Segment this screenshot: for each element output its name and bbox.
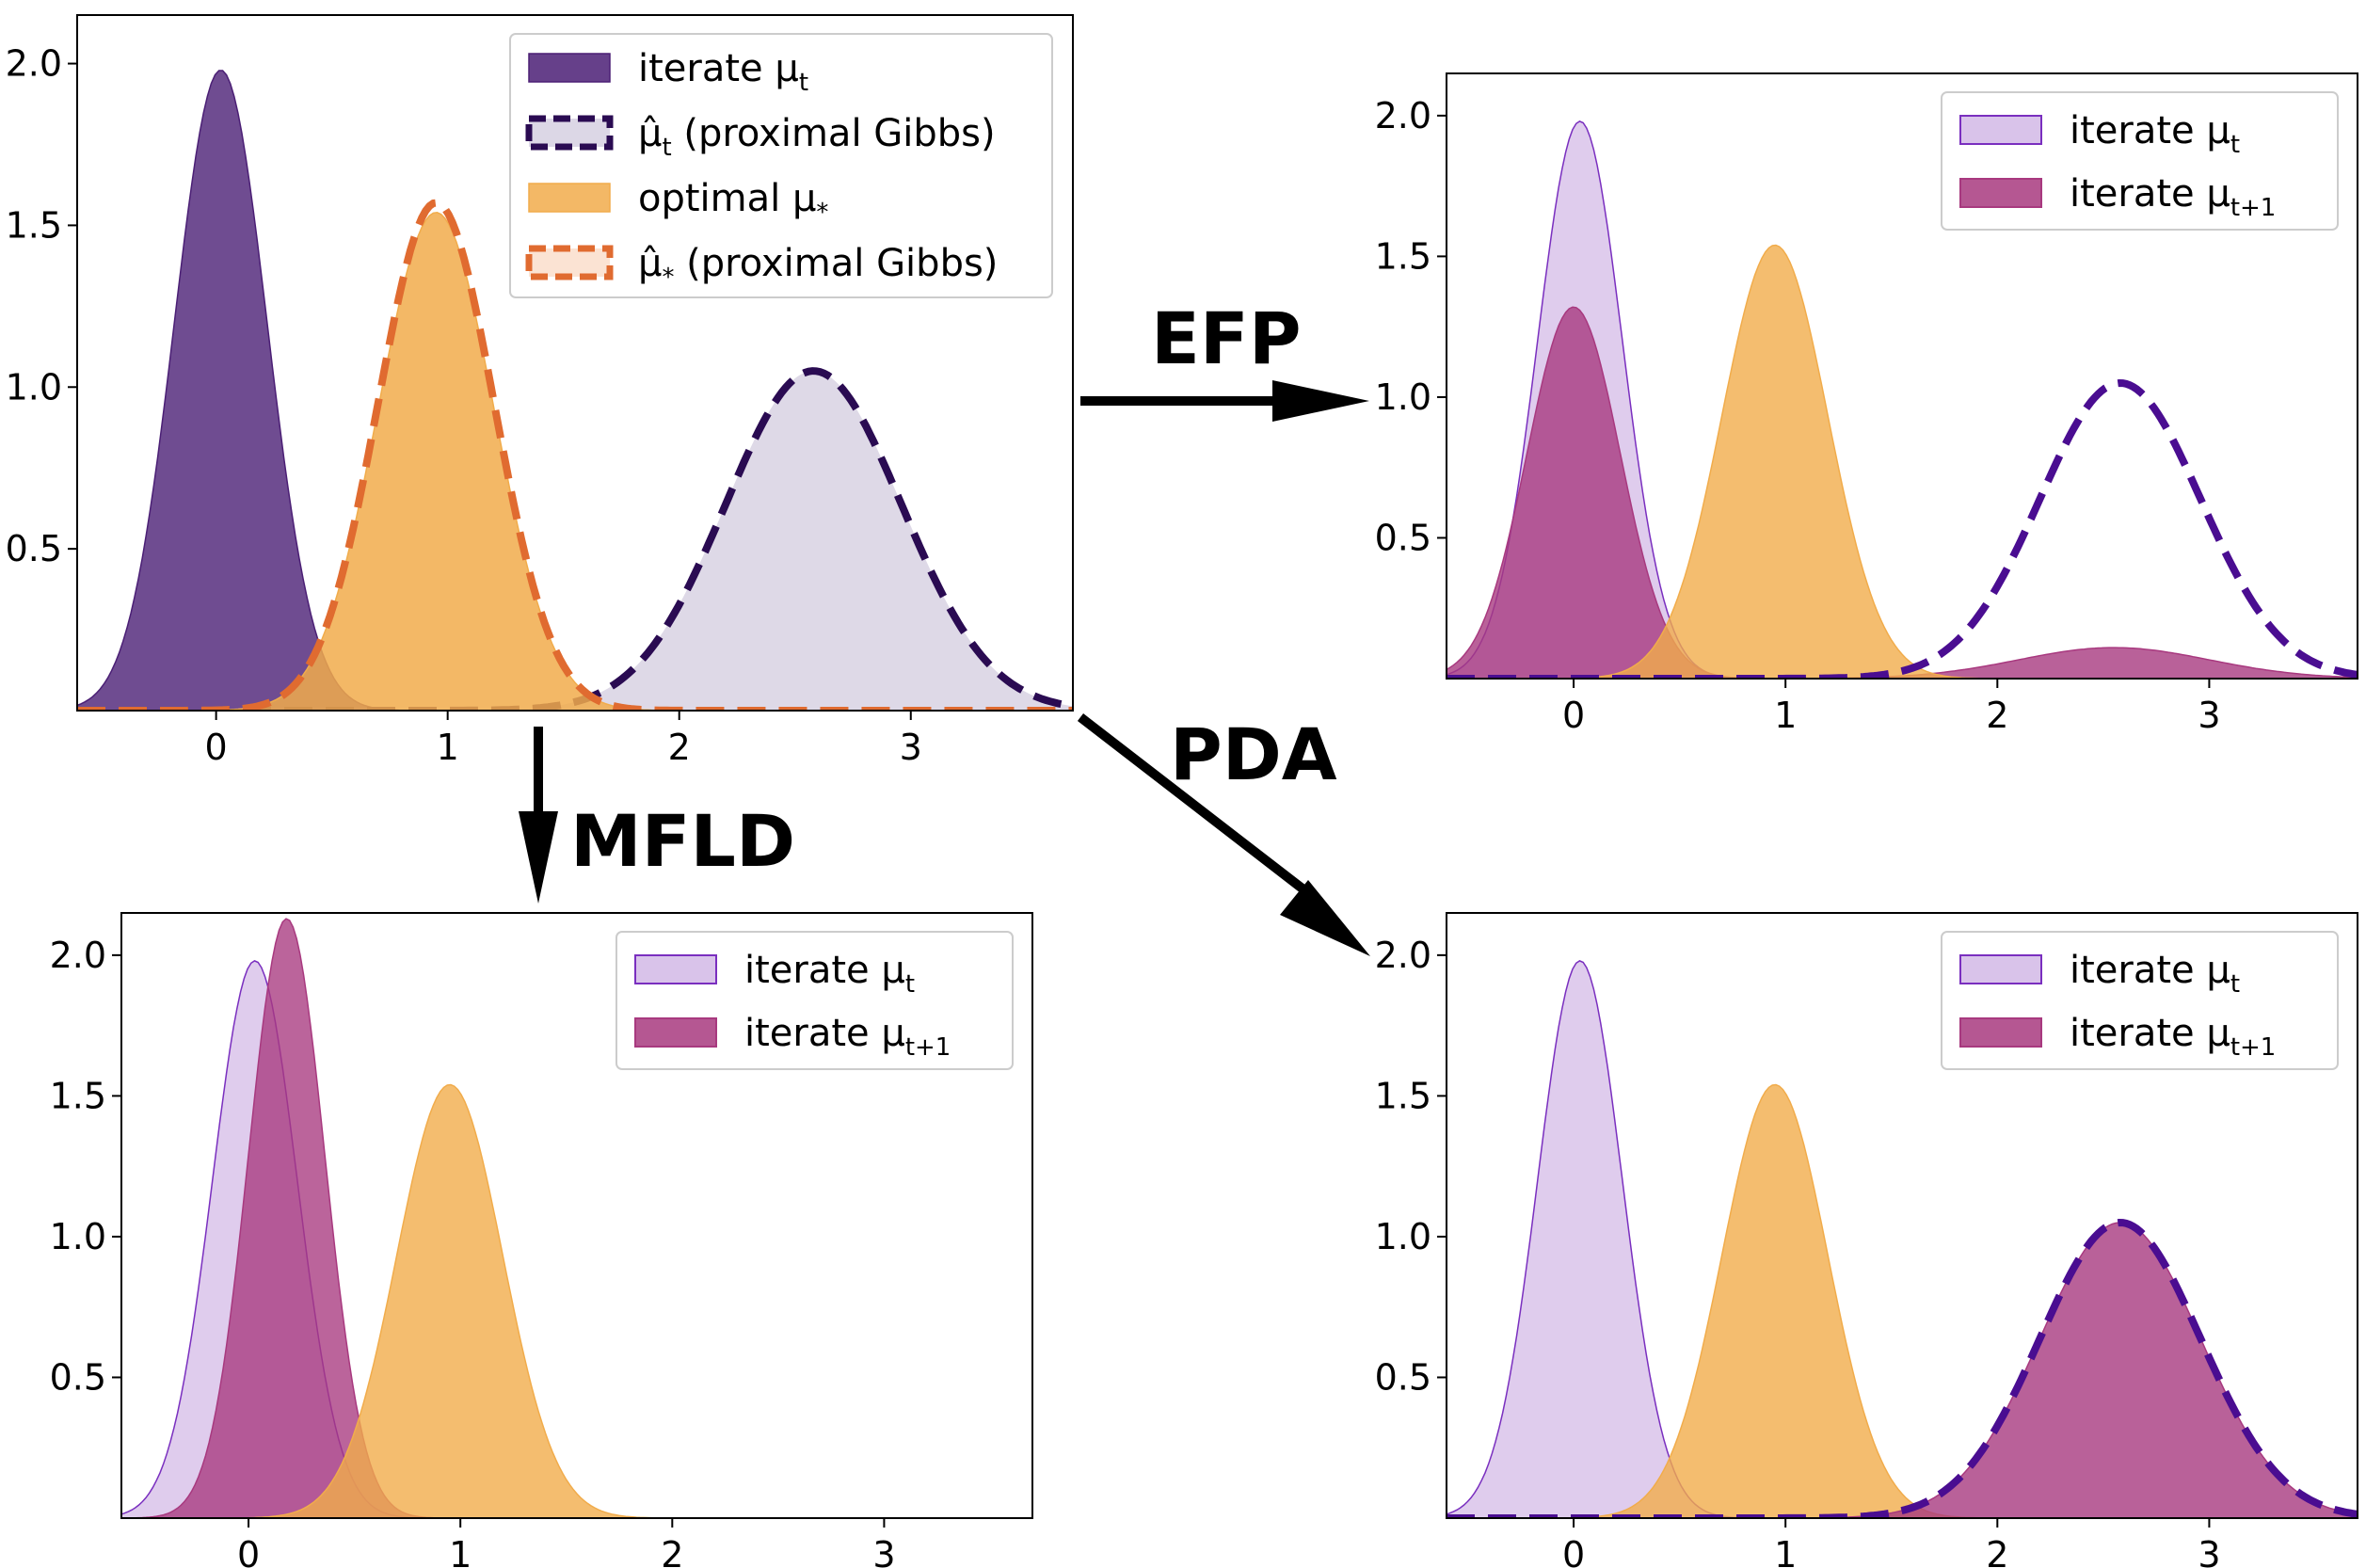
plot-frame — [76, 14, 1074, 712]
series-area-3 — [121, 1083, 1032, 1518]
legend-label: optimal μ* — [638, 177, 828, 227]
x-tick-label: 2 — [661, 1534, 683, 1568]
legend-swatch — [528, 183, 611, 213]
x-tick-label: 3 — [2198, 1534, 2220, 1568]
series-dashed-line-4 — [1447, 378, 2358, 679]
y-tick-label: 2.0 — [50, 935, 106, 976]
y-tick-label: 2.0 — [1375, 935, 1431, 976]
series-area-1 — [1447, 960, 2358, 1518]
legend-swatch — [525, 245, 614, 280]
series-area-1 — [77, 70, 1073, 711]
legend-label: iterate μt+1 — [2070, 1012, 2276, 1062]
y-tick-label: 1.0 — [1375, 1216, 1431, 1257]
series-area-2 — [1447, 306, 2358, 679]
x-tick-label: 1 — [1774, 1534, 1797, 1568]
y-tick-label: 1.5 — [6, 204, 62, 246]
x-tick-label: 0 — [1562, 1534, 1585, 1568]
x-tick-label: 3 — [872, 1534, 895, 1568]
legend-swatch — [528, 53, 611, 83]
legend-swatch — [1959, 954, 2042, 984]
efp-label: EFP — [1151, 296, 1302, 380]
legend-box — [509, 33, 1053, 298]
legend-label: iterate μt — [2070, 949, 2240, 999]
x-tick-label: 0 — [1562, 695, 1585, 736]
legend-label: iterate μt — [744, 949, 915, 999]
x-tick-label: 2 — [1986, 695, 2008, 736]
y-tick-label: 0.5 — [1375, 517, 1431, 558]
mfld-label: MFLD — [570, 799, 795, 883]
plot-frame — [1446, 912, 2358, 1519]
x-tick-label: 1 — [1774, 695, 1797, 736]
legend-swatch — [1959, 115, 2042, 145]
series-area-2 — [121, 918, 1032, 1518]
pda-arrow — [1077, 713, 1370, 956]
legend-swatch — [634, 1017, 717, 1048]
legend-label: iterate μt — [638, 47, 808, 97]
x-tick-label: 0 — [237, 1534, 260, 1568]
x-tick-label: 1 — [449, 1534, 472, 1568]
x-tick-label: 2 — [1986, 1534, 2008, 1568]
panel-bottom-right: 0 1 2 3 0.5 1.0 1.5 2.0 iterate μt iterate μt+1 — [1375, 912, 2358, 1568]
y-tick-label: 0.5 — [6, 528, 62, 569]
y-tick-label: 1.5 — [1375, 1075, 1431, 1116]
panel-top-left: 0 1 2 3 0.5 1.0 1.5 2.0 iterate μt μ̂t (proximal … — [6, 14, 1074, 768]
legend-label: μ̂t (proximal Gibbs) — [638, 112, 996, 162]
x-tick-label: 1 — [437, 727, 459, 768]
y-tick-label: 1.0 — [6, 366, 62, 408]
y-tick-label: 1.0 — [50, 1216, 106, 1257]
x-tick-label: 3 — [2198, 695, 2220, 736]
legend-label: iterate μt — [2070, 109, 2240, 159]
y-tick-label: 1.0 — [1375, 376, 1431, 418]
series-dashed-line-4 — [1447, 1218, 2358, 1518]
x-tick-label: 0 — [205, 727, 228, 768]
y-tick-label: 0.5 — [50, 1356, 106, 1398]
pda-label: PDA — [1170, 712, 1337, 796]
legend-label: μ̂* (proximal Gibbs) — [638, 242, 998, 292]
x-tick-label: 2 — [668, 727, 691, 768]
y-tick-label: 0.5 — [1375, 1356, 1431, 1398]
efp-arrow — [1080, 380, 1369, 422]
legend-swatch — [634, 954, 717, 984]
legend-label: iterate μt+1 — [744, 1012, 951, 1062]
legend-swatch — [525, 115, 614, 151]
y-tick-label: 2.0 — [6, 43, 62, 85]
x-tick-label: 3 — [900, 727, 922, 768]
legend-label: iterate μt+1 — [2070, 172, 2276, 222]
panel-bottom-left: 0 1 2 3 0.5 1.0 1.5 2.0 iterate μt iterate μt+1 — [50, 912, 1033, 1568]
legend-swatch — [1959, 178, 2042, 208]
panel-top-right: 0 1 2 3 0.5 1.0 1.5 2.0 iterate μt iterate μt+1 — [1375, 72, 2358, 736]
series-dashed-line-4 — [77, 199, 1073, 711]
plot-frame — [120, 912, 1033, 1519]
mfld-arrow — [519, 727, 558, 904]
y-tick-label: 2.0 — [1375, 95, 1431, 136]
y-tick-label: 1.5 — [1375, 235, 1431, 277]
series-area-2 — [77, 371, 1073, 711]
plot-frame — [1446, 72, 2358, 680]
legend-swatch — [1959, 1017, 2042, 1048]
y-tick-label: 1.5 — [50, 1075, 106, 1116]
